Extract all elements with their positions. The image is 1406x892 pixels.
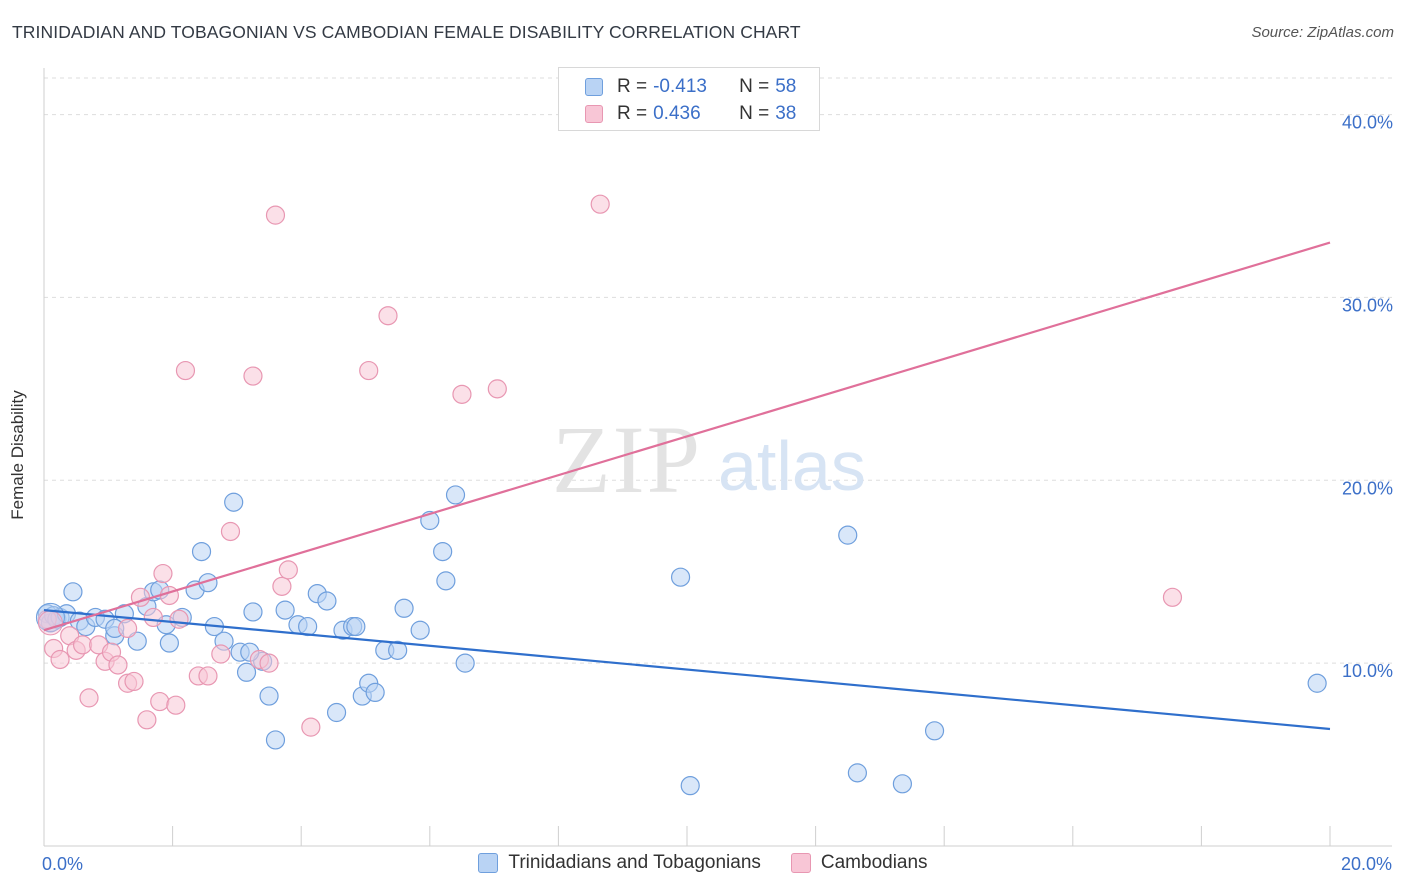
data-point-cambodian[interactable]	[166, 695, 186, 715]
chart-title: TRINIDADIAN AND TOBAGONIAN VS CAMBODIAN …	[12, 22, 801, 42]
tick-labels: 10.0% 20.0% 30.0% 40.0% 0.0% 20.0%	[42, 113, 1393, 874]
watermark: ZIP atlas	[552, 406, 866, 513]
x-tick-label: 0.0%	[42, 854, 83, 874]
x-tick-label: 20.0%	[1341, 854, 1392, 874]
data-point-trinidadian[interactable]	[224, 492, 244, 512]
data-point-trinidadian[interactable]	[159, 633, 179, 653]
data-point-trinidadian[interactable]	[410, 620, 430, 640]
data-point-cambodian[interactable]	[272, 576, 292, 596]
n-value: 38	[775, 102, 797, 124]
trend-line-cambodian	[43, 241, 1331, 632]
data-point-cambodian[interactable]	[265, 205, 286, 225]
watermark-zip: ZIP	[552, 406, 702, 513]
data-point-cambodian[interactable]	[198, 666, 218, 686]
y-axis-title: Female Disability	[8, 390, 27, 520]
data-point-cambodian[interactable]	[487, 379, 507, 399]
data-point-cambodian[interactable]	[220, 521, 241, 542]
series-cambodian	[37, 194, 1183, 737]
data-point-trinidadian[interactable]	[670, 567, 691, 587]
data-point-trinidadian[interactable]	[1307, 673, 1327, 693]
data-point-trinidadian[interactable]	[346, 616, 366, 637]
data-point-trinidadian[interactable]	[236, 662, 257, 682]
data-point-cambodian[interactable]	[137, 710, 157, 730]
pink-swatch-icon	[790, 853, 811, 873]
r-label: R =	[617, 75, 648, 97]
r-value: -0.413	[653, 75, 707, 97]
data-point-trinidadian[interactable]	[838, 525, 858, 545]
data-point-trinidadian[interactable]	[275, 600, 295, 620]
watermark-atlas: atlas	[718, 427, 866, 505]
n-label: N =	[739, 102, 770, 124]
data-point-trinidadian[interactable]	[265, 730, 286, 750]
data-point-cambodian[interactable]	[153, 563, 173, 584]
r-label: R =	[617, 102, 648, 124]
data-point-trinidadian[interactable]	[445, 485, 466, 505]
data-point-trinidadian[interactable]	[326, 702, 347, 723]
legend-item-cambodian[interactable]: Cambodians	[790, 852, 928, 874]
legend-item-trinidadian[interactable]: Trinidadians and Tobagonians	[478, 852, 761, 874]
data-point-cambodian-cluster[interactable]	[37, 610, 63, 636]
data-point-trinidadian[interactable]	[191, 541, 212, 562]
data-point-cambodian[interactable]	[72, 635, 93, 655]
data-point-trinidadian[interactable]	[924, 721, 945, 741]
data-point-trinidadian[interactable]	[892, 774, 913, 794]
data-point-trinidadian[interactable]	[243, 602, 263, 622]
data-point-cambodian[interactable]	[378, 306, 398, 326]
data-point-trinidadian[interactable]	[388, 640, 408, 660]
y-tick-label: 20.0%	[1342, 478, 1393, 498]
blue-swatch-icon	[585, 77, 603, 96]
data-point-cambodian[interactable]	[169, 609, 189, 629]
data-point-cambodian[interactable]	[143, 607, 163, 628]
trend-line-trinidadian	[43, 609, 1331, 731]
data-point-cambodian[interactable]	[1162, 587, 1183, 607]
data-point-cambodian[interactable]	[452, 384, 472, 404]
axes	[43, 68, 1392, 847]
data-point-cambodian[interactable]	[243, 366, 263, 386]
data-point-cambodian[interactable]	[590, 194, 610, 214]
data-point-trinidadian[interactable]	[455, 653, 475, 673]
data-point-trinidadian[interactable]	[63, 582, 83, 602]
data-point-cambodian[interactable]	[259, 653, 279, 673]
data-points	[35, 194, 1327, 796]
data-point-trinidadian[interactable]	[433, 541, 453, 562]
data-point-trinidadian[interactable]	[394, 598, 414, 618]
data-point-cambodian[interactable]	[359, 360, 379, 381]
y-tick-label: 10.0%	[1342, 661, 1393, 681]
data-point-cambodian[interactable]	[175, 360, 196, 381]
n-label: N =	[739, 75, 770, 97]
data-point-cambodian[interactable]	[108, 655, 128, 675]
data-point-trinidadian[interactable]	[365, 682, 385, 703]
y-tick-label: 30.0%	[1342, 295, 1393, 315]
stats-row-cambodian: R = 0.436 N = 38	[559, 100, 796, 127]
data-point-cambodian[interactable]	[50, 649, 70, 670]
data-point-trinidadian[interactable]	[847, 763, 867, 783]
data-point-cambodian[interactable]	[117, 618, 138, 639]
pink-swatch-icon	[585, 104, 603, 123]
data-point-trinidadian[interactable]	[259, 686, 279, 706]
data-point-cambodian[interactable]	[124, 671, 144, 692]
legend-label: Cambodians	[820, 852, 928, 873]
data-point-trinidadian[interactable]	[680, 776, 700, 796]
stats-row-trinidadian: R = -0.413 N = 58	[559, 73, 796, 100]
data-point-trinidadian[interactable]	[436, 571, 456, 591]
blue-swatch-icon	[478, 853, 499, 873]
trend-lines	[43, 241, 1331, 731]
data-point-cambodian[interactable]	[278, 560, 298, 580]
source-label: Source: ZipAtlas.com	[1251, 24, 1394, 41]
y-tick-label: 40.0%	[1342, 113, 1393, 133]
data-point-trinidadian[interactable]	[317, 591, 337, 611]
chart-legend: Trinidadians and Tobagonians Cambodians	[0, 852, 1406, 874]
data-point-cambodian[interactable]	[150, 691, 170, 712]
legend-label: Trinidadians and Tobagonians	[508, 852, 761, 873]
data-point-cambodian[interactable]	[301, 717, 321, 737]
data-point-cambodian[interactable]	[79, 688, 99, 708]
r-value: 0.436	[653, 102, 701, 124]
data-point-trinidadian[interactable]	[127, 631, 147, 651]
data-point-cambodian[interactable]	[159, 585, 179, 606]
stats-box: R = -0.413 N = 58 R = 0.436 N = 38	[558, 67, 820, 131]
data-point-cambodian[interactable]	[211, 644, 231, 664]
n-value: 58	[775, 75, 797, 97]
